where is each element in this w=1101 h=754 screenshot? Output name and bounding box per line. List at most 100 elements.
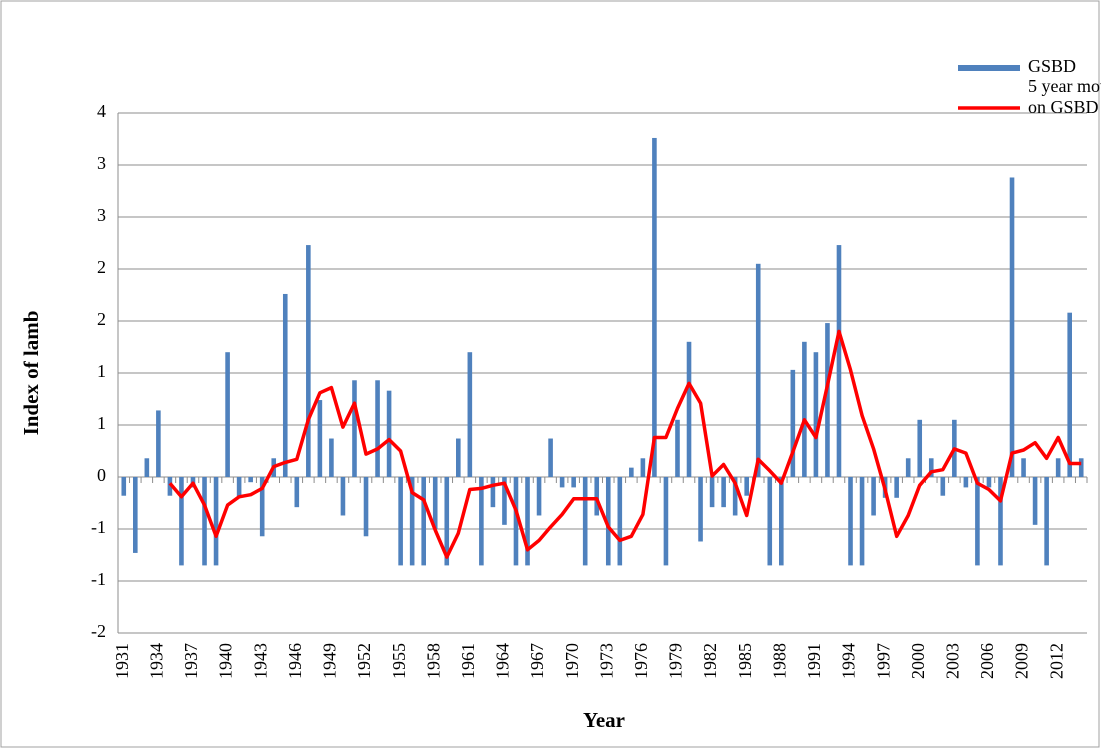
bar [179,477,184,566]
bar [432,477,438,529]
bar [744,477,749,496]
bar [479,477,484,566]
bar [467,352,473,477]
bar [755,263,761,477]
bar [1044,477,1049,566]
bar [490,477,496,508]
bar [259,477,265,537]
x-tick-label: 1988 [769,643,789,679]
bar [133,477,138,553]
bar [1009,177,1015,478]
y-tick-label: -1 [91,517,106,537]
bar [144,458,150,477]
x-tick-label: 1997 [873,643,893,679]
bar [605,477,611,566]
x-tick-label: 1937 [181,643,201,679]
bar [779,477,784,566]
x-tick-label: 1958 [423,643,443,679]
x-tick-label: 1940 [216,643,236,679]
bar [121,477,127,496]
bar [894,477,899,498]
bar [802,341,807,477]
legend-swatch [958,65,1020,71]
x-tick-label: 1934 [147,643,167,679]
bar [675,419,680,477]
x-tick-label: 1982 [700,643,720,679]
bar [571,477,576,488]
bar [1078,458,1084,477]
bar [652,137,657,477]
bar [548,438,553,477]
bar [352,380,357,477]
legend-label: 5 year moving average on GSBD [1028,76,1101,117]
bar [928,458,934,477]
y-tick-label: 1 [97,413,106,433]
bar [940,477,946,496]
x-tick-label: 2012 [1046,643,1066,679]
bar [202,477,207,566]
bar [306,245,311,477]
bar [409,477,415,566]
x-tick-label: 1952 [354,643,374,679]
bar [329,438,334,477]
x-tick-label: 1985 [735,643,755,679]
y-tick-label: 2 [97,309,106,329]
y-tick-label: -1 [91,569,106,589]
bar [698,477,703,542]
bar [825,323,830,477]
bar [686,341,692,477]
y-tick-label: 0 [97,465,106,485]
bar [444,477,450,566]
x-tick-label: 2000 [908,643,928,679]
bar [294,477,300,508]
bar [525,477,530,566]
bar [582,477,588,566]
x-tick-label: 1949 [320,643,340,679]
x-tick-label: 1973 [596,643,616,679]
bar [790,369,796,477]
x-tick-label: 1991 [804,643,824,679]
x-tick-label: 1931 [112,643,132,679]
x-tick-label: 1979 [666,643,686,679]
bar [398,477,403,566]
bar [1021,458,1026,477]
x-tick-label: 1967 [527,643,547,679]
x-tick-label: 1961 [458,643,478,679]
bar [363,477,369,537]
bar [340,477,346,516]
x-tick-label: 1964 [493,643,513,679]
bar [559,477,565,488]
legend-entry: 5 year moving average on GSBD [1028,76,1101,117]
bar [640,458,646,477]
bar [594,477,600,516]
bar [975,477,980,566]
x-tick-label: 1946 [285,643,305,679]
bar [813,352,819,477]
x-tick-label: 1943 [250,643,270,679]
bar [617,477,623,566]
bar [848,477,853,566]
bar [859,477,865,566]
legend-label: GSBD [1028,56,1077,76]
bar [836,245,842,477]
bar [248,477,253,483]
bar [963,477,969,488]
bar [732,477,738,516]
bar [905,458,911,477]
x-tick-label: 1970 [562,643,582,679]
y-tick-label: 1 [97,361,106,381]
bar [282,293,288,477]
bar [1055,458,1061,477]
bar [236,477,242,498]
bar [709,477,715,508]
y-tick-label: 3 [97,205,106,225]
x-tick-label: 2009 [1012,643,1032,679]
x-axis-title: Year [583,708,625,732]
bar [767,477,773,566]
bar [386,390,392,477]
bar [167,477,173,496]
bar [156,410,161,477]
bar [986,477,992,488]
